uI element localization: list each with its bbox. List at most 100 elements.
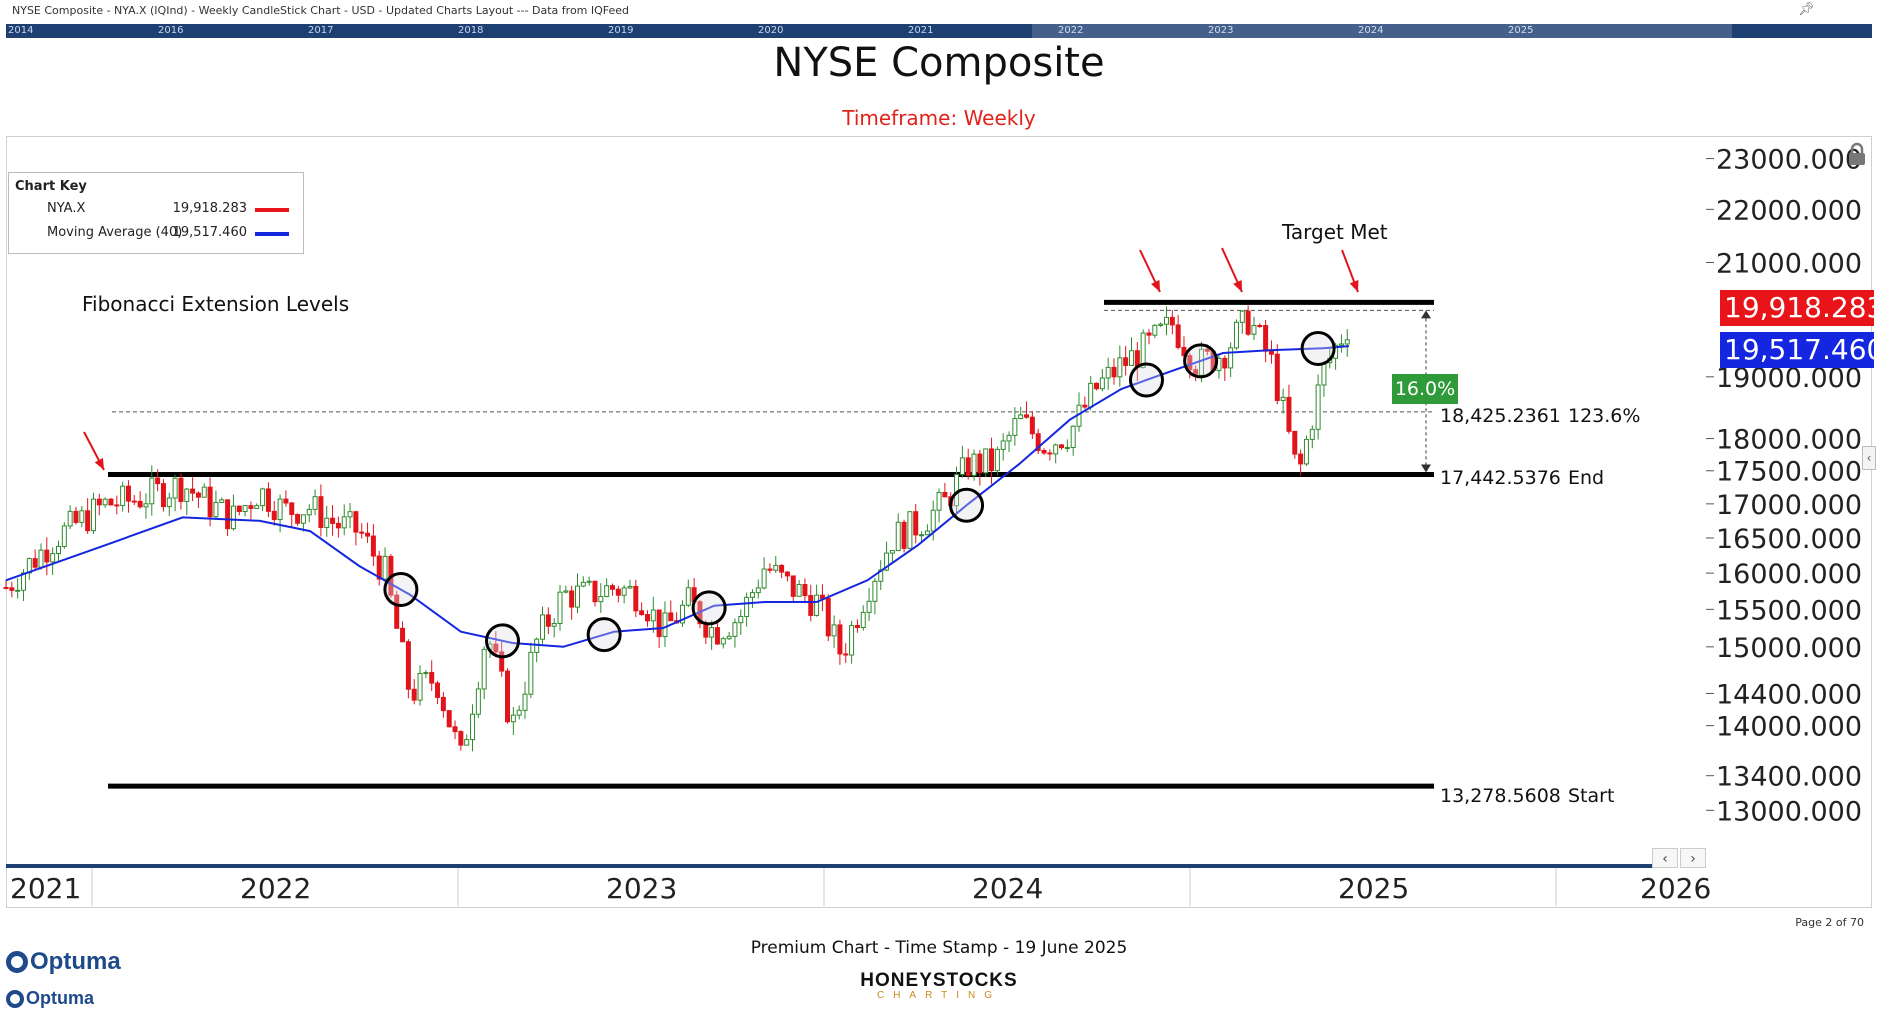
candle-body: [1286, 396, 1292, 432]
candle-body: [580, 581, 586, 587]
candle-body: [1117, 357, 1123, 378]
window-caption: NYSE Composite - NYA.X (IQInd) - Weekly …: [12, 4, 630, 17]
y-axis-tick-label: 17500.000: [1716, 457, 1862, 488]
candle-body: [592, 580, 598, 603]
candle-body: [38, 549, 44, 568]
candle-body: [458, 731, 464, 746]
chart-key: Chart Key NYA.X 19,918.283 Moving Averag…: [8, 172, 304, 254]
candle-body: [924, 530, 930, 536]
chart-key-heading: Chart Key: [15, 179, 87, 194]
y-axis-tick-label: 16000.000: [1716, 559, 1862, 590]
candle-body: [650, 609, 656, 622]
candle-body: [825, 597, 831, 637]
candle-body: [1292, 430, 1298, 455]
candle-body: [551, 622, 557, 627]
candle-body: [365, 532, 371, 537]
candle-body: [236, 505, 242, 513]
optuma-logo-text: Optuma: [26, 988, 95, 1008]
fibonacci-label: Fibonacci Extension Levels: [82, 292, 350, 316]
candle-body: [201, 486, 207, 498]
candle-body: [1024, 414, 1030, 418]
candle-body: [679, 604, 685, 624]
candle-body: [376, 555, 382, 580]
y-axis-tick-label: 23000.000: [1716, 145, 1862, 176]
candle-body: [1175, 324, 1181, 348]
candle-body: [1018, 414, 1024, 420]
candle-body: [540, 614, 546, 640]
candle-body: [440, 696, 446, 712]
candle-body: [230, 505, 236, 530]
candle-body: [1187, 355, 1193, 371]
candle-body: [1257, 325, 1263, 328]
candle-body: [732, 622, 738, 637]
candle-body: [283, 498, 289, 504]
candle-body: [102, 498, 108, 506]
candle-body: [516, 709, 522, 716]
lock-icon[interactable]: [1846, 142, 1868, 166]
candle-body: [1228, 347, 1234, 369]
scroll-right-button[interactable]: ›: [1680, 848, 1706, 868]
candle-body: [149, 477, 155, 505]
candle-body: [3, 586, 9, 589]
candle-body: [50, 553, 56, 563]
candle-body: [306, 508, 312, 516]
candle-body: [79, 510, 85, 523]
collapse-panel-button[interactable]: ‹: [1862, 446, 1876, 470]
candle-body: [1105, 366, 1111, 379]
chart-key-swatch: [255, 208, 289, 212]
candle-body: [242, 505, 248, 513]
candle-body: [959, 457, 965, 476]
candle-body: [67, 510, 73, 527]
candle-body: [609, 585, 615, 590]
candle-body: [20, 572, 26, 591]
candle-body: [1204, 348, 1210, 352]
candle-body: [312, 496, 318, 510]
candle-body: [1163, 316, 1169, 325]
candle-body: [446, 710, 452, 728]
candle-body: [1035, 433, 1041, 452]
measure-arrowhead: [1421, 310, 1431, 319]
y-axis-tick-label: 13400.000: [1716, 762, 1862, 793]
x-axis-tick-label: 2021: [10, 872, 81, 905]
candle-body: [435, 682, 441, 698]
pin-icon[interactable]: 📌︎: [1798, 2, 1815, 17]
navigator-year-label: 2017: [308, 25, 334, 36]
optuma-logo: Optuma: [6, 948, 121, 976]
chart-key-row-ma: Moving Average (40) 19,517.460: [9, 225, 303, 243]
ma-touch-circle: [1128, 362, 1164, 398]
y-axis-tick-label: 15500.000: [1716, 595, 1862, 626]
scroll-left-button[interactable]: ‹: [1652, 848, 1678, 868]
y-axis-tick-label: 13000.000: [1716, 796, 1862, 827]
candle-body: [1245, 310, 1251, 335]
candle-body: [685, 587, 691, 606]
x-axis-tick-label: 2024: [972, 872, 1043, 905]
navigator-window[interactable]: [1032, 24, 1732, 38]
chart-key-value: 19,517.460: [172, 225, 247, 240]
candle-body: [353, 511, 359, 533]
candle-body: [1128, 350, 1134, 366]
y-axis-tick-label: 22000.000: [1716, 195, 1862, 226]
candle-body: [405, 641, 411, 690]
y-axis-tick-label: 21000.000: [1716, 248, 1862, 279]
candle-body: [207, 486, 213, 518]
candle-body: [621, 587, 627, 596]
candle-body: [709, 627, 715, 638]
candle-body: [1064, 446, 1070, 449]
candle-body: [1082, 404, 1088, 408]
candle-body: [965, 457, 971, 476]
candle-body: [295, 513, 301, 524]
time-navigator[interactable]: 2014 2016 2017 2018 2019 2020 2021 2022 2023 2024…: [6, 24, 1872, 38]
candle-body: [347, 511, 353, 518]
candle-body: [96, 498, 102, 506]
candle-body: [32, 558, 38, 568]
candle-body: [1111, 366, 1117, 378]
candle-body: [656, 609, 662, 638]
candle-body: [942, 492, 948, 498]
candle-body: [604, 585, 610, 597]
candle-body: [919, 534, 925, 537]
candle-body: [569, 590, 575, 608]
red-arrowhead: [1349, 280, 1359, 292]
candle-body: [563, 590, 569, 593]
candle-body: [831, 624, 837, 637]
